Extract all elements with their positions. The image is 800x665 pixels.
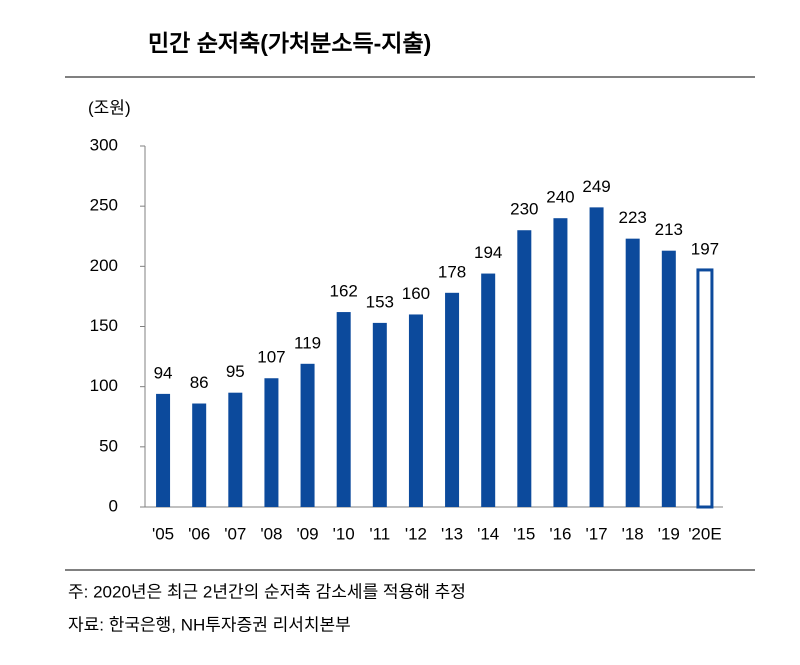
x-tick-label: '05: [152, 524, 174, 543]
bar: [481, 273, 496, 507]
bar: [300, 363, 315, 507]
bar: [517, 230, 532, 507]
x-tick-label: '11: [369, 524, 390, 543]
bar: [589, 207, 604, 507]
value-label: 197: [691, 239, 719, 258]
value-label: 162: [330, 282, 358, 301]
bar: [372, 322, 387, 507]
chart-title: 민간 순저축(가처분소득-지출): [148, 30, 431, 56]
y-tick-label: 300: [90, 135, 118, 154]
x-tick-label: '09: [296, 524, 318, 543]
bar: [445, 292, 460, 507]
y-tick-label: 100: [90, 376, 118, 395]
y-tick-label: 0: [109, 496, 118, 515]
value-label: 213: [655, 220, 683, 239]
value-label: 94: [154, 363, 173, 382]
x-tick-label: '07: [224, 524, 246, 543]
y-tick-label: 50: [99, 436, 118, 455]
x-tick-label: '10: [333, 524, 355, 543]
value-label: 240: [546, 188, 574, 207]
bar: [156, 393, 171, 507]
x-tick-label: '20E: [688, 524, 722, 543]
x-tick-label: '06: [188, 524, 210, 543]
x-tick-label: '12: [405, 524, 427, 543]
bar: [408, 314, 423, 507]
value-label: 86: [190, 373, 209, 392]
value-label: 249: [582, 177, 610, 196]
value-label: 230: [510, 200, 538, 219]
x-tick-label: '17: [585, 524, 607, 543]
x-tick-label: '19: [658, 524, 680, 543]
bar: [228, 392, 243, 507]
value-label: 153: [366, 292, 394, 311]
x-tick-label: '13: [441, 524, 463, 543]
value-label: 160: [402, 284, 430, 303]
value-label: 223: [619, 208, 647, 227]
y-tick-label: 250: [90, 196, 118, 215]
bar: [661, 250, 676, 507]
x-tick-label: '15: [513, 524, 535, 543]
value-label: 119: [294, 333, 321, 352]
bar: [553, 218, 568, 507]
value-label: 178: [438, 262, 466, 281]
y-tick-label: 200: [90, 256, 118, 275]
x-tick-label: '08: [260, 524, 282, 543]
bar: [264, 378, 279, 507]
value-label: 194: [474, 243, 502, 262]
value-label: 95: [226, 362, 245, 381]
x-tick-label: '14: [477, 524, 499, 543]
bar: [696, 268, 714, 509]
source: 자료: 한국은행, NH투자증권 리서치본부: [68, 615, 351, 634]
x-tick-label: '16: [549, 524, 571, 543]
bar: [336, 312, 351, 507]
note: 주: 2020년은 최근 2년간의 순저축 감소세를 적용해 추정: [68, 582, 466, 601]
unit-label: (조원): [88, 98, 131, 117]
y-tick-label: 150: [90, 316, 118, 335]
bar: [192, 403, 207, 507]
bar: [625, 238, 640, 507]
x-tick-label: '18: [622, 524, 644, 543]
value-label: 107: [257, 348, 285, 367]
